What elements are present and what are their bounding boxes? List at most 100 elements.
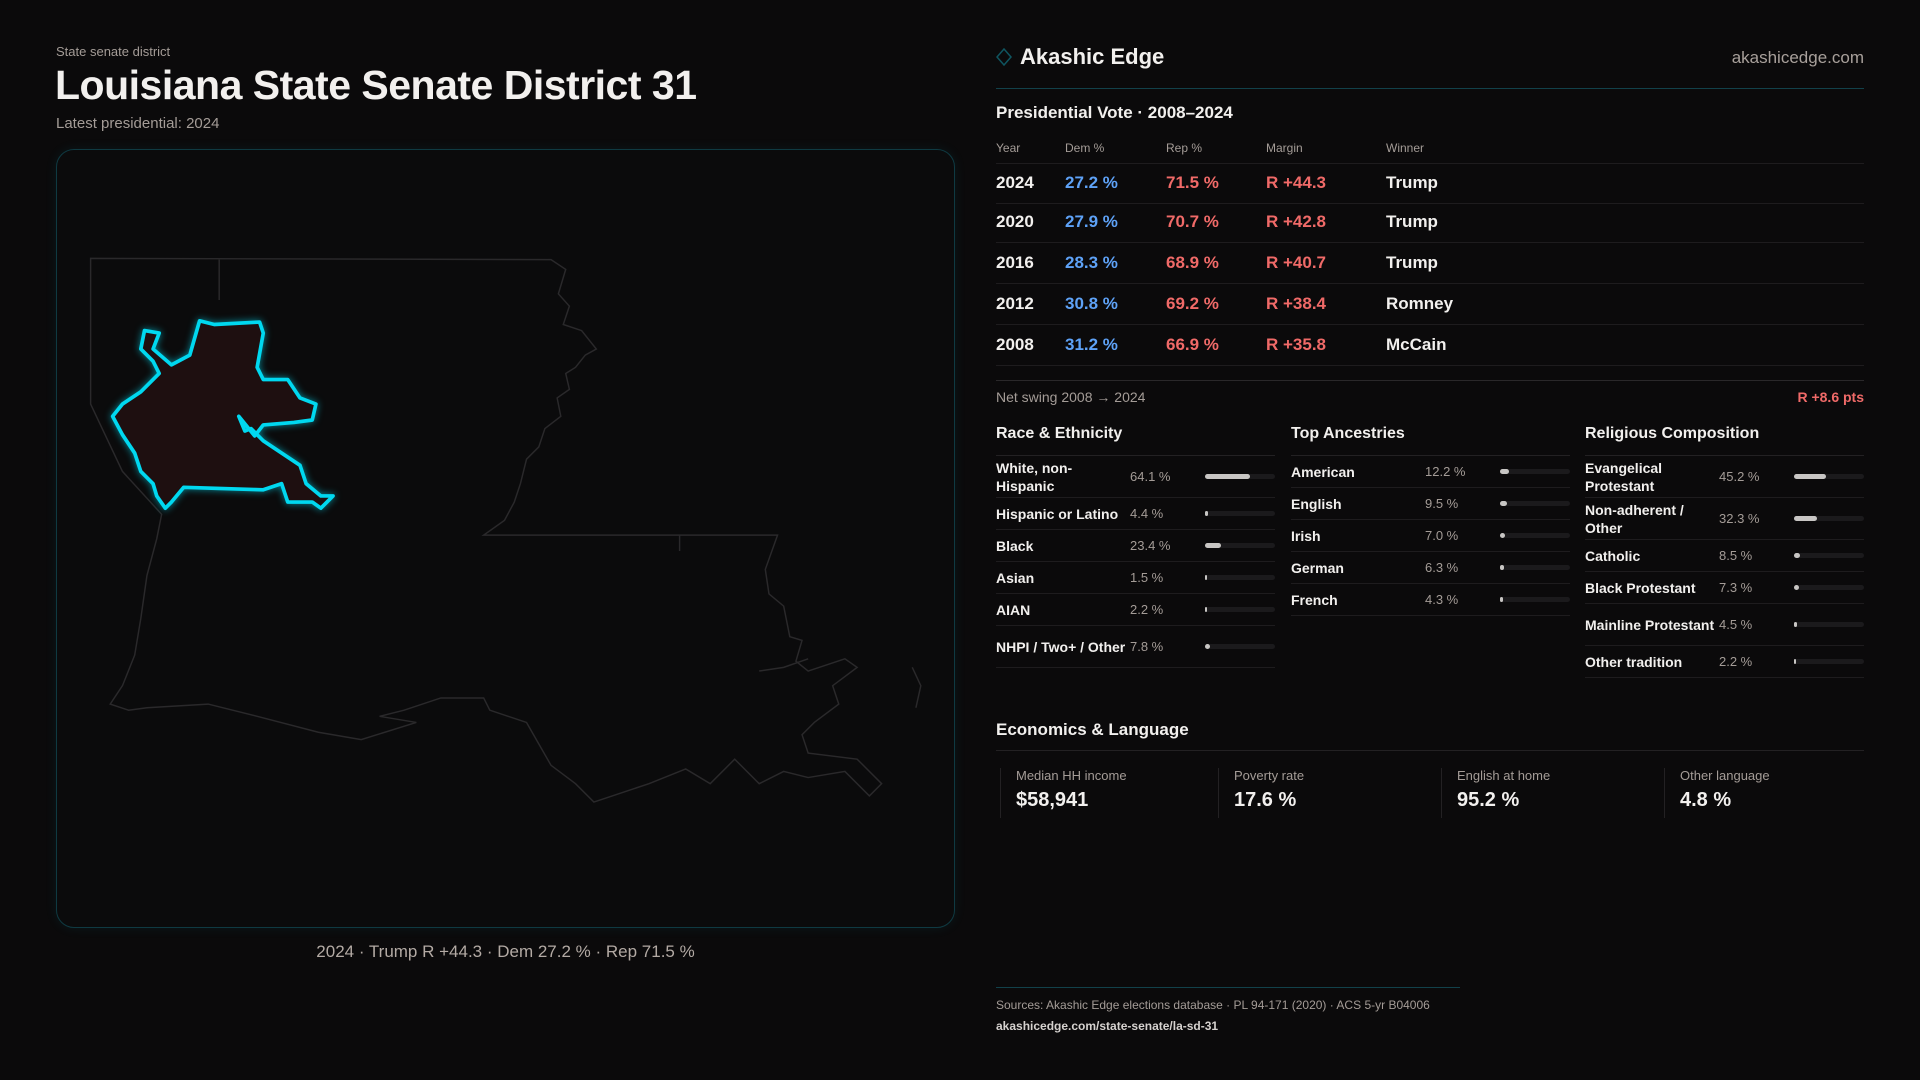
- list-item: English 9.5 %: [1291, 488, 1570, 520]
- cell-year: 2012: [996, 294, 1034, 313]
- progress-fill: [1205, 644, 1211, 649]
- brand[interactable]: Akashic Edge: [996, 44, 1164, 70]
- progress-bar: [1500, 533, 1570, 538]
- list-item: Asian 1.5 %: [996, 562, 1275, 594]
- item-label: English: [1291, 495, 1342, 512]
- item-label: Other tradition: [1585, 653, 1683, 670]
- progress-fill: [1205, 511, 1209, 516]
- item-value: 2.2 %: [1719, 654, 1753, 669]
- progress-bar: [1205, 644, 1275, 649]
- list-item: Hispanic or Latino 4.4 %: [996, 498, 1275, 530]
- progress-bar: [1205, 511, 1275, 516]
- section-title: Religious Composition: [1585, 423, 1864, 456]
- column-header-dem: Dem %: [1065, 140, 1105, 155]
- table-row: 2016 28.3 % 68.9 % R +40.7 Trump: [996, 243, 1864, 284]
- section-race-ethnicity: Race & Ethnicity White, non-Hispanic 64.1 …: [996, 423, 1275, 668]
- brand-name: Akashic Edge: [1020, 44, 1165, 69]
- item-value: 7.3 %: [1719, 580, 1753, 595]
- item-label: Black Protestant: [1585, 579, 1696, 596]
- cell-dem: 31.2 %: [1065, 335, 1118, 354]
- item-label: Evangelical Protestant: [1585, 459, 1663, 494]
- progress-fill: [1500, 565, 1505, 570]
- progress-bar: [1794, 474, 1864, 479]
- progress-bar: [1794, 622, 1864, 627]
- cell-winner: Trump: [1386, 253, 1438, 272]
- progress-fill: [1500, 597, 1503, 602]
- cell-dem: 30.8 %: [1065, 294, 1118, 313]
- stat-value: 95.2 %: [1457, 789, 1520, 811]
- progress-bar: [1500, 501, 1570, 506]
- progress-fill: [1794, 553, 1800, 558]
- cell-margin: R +35.8: [1266, 335, 1327, 354]
- progress-fill: [1500, 469, 1509, 474]
- progress-fill: [1205, 543, 1222, 548]
- item-value: 8.5 %: [1719, 548, 1753, 563]
- divider: [996, 380, 1864, 381]
- stat-card: Other language 4.8 %: [1664, 768, 1886, 818]
- list-item: Irish 7.0 %: [1291, 520, 1570, 552]
- site-link[interactable]: akashicedge.com: [1731, 48, 1864, 67]
- stat-label: Poverty rate: [1234, 768, 1305, 783]
- page-url[interactable]: akashicedge.com/state-senate/la-sd-31: [996, 1019, 1219, 1033]
- list-item: Non-adherent / Other 32.3 %: [1585, 498, 1864, 540]
- cell-rep: 66.9 %: [1166, 335, 1219, 354]
- progress-bar: [1205, 474, 1275, 479]
- page-title: Louisiana State Senate District 31: [55, 62, 697, 108]
- divider: [996, 88, 1864, 89]
- progress-bar: [1794, 659, 1864, 664]
- cell-year: 2024: [996, 173, 1034, 192]
- progress-bar: [1205, 607, 1275, 612]
- item-value: 23.4 %: [1130, 538, 1171, 553]
- list-item: Other tradition 2.2 %: [1585, 646, 1864, 678]
- column-header-year: Year: [996, 140, 1021, 155]
- list-item: NHPI / Two+ / Other 7.8 %: [996, 626, 1275, 668]
- item-value: 6.3 %: [1425, 560, 1459, 575]
- cell-rep: 70.7 %: [1166, 212, 1219, 231]
- item-label: NHPI / Two+ / Other: [996, 638, 1126, 655]
- progress-bar: [1500, 597, 1570, 602]
- progress-fill: [1205, 607, 1207, 612]
- item-value: 7.8 %: [1130, 639, 1164, 654]
- progress-bar: [1794, 553, 1864, 558]
- item-label: AIAN: [996, 601, 1031, 618]
- cell-rep: 69.2 %: [1166, 294, 1219, 313]
- diamond-logo-icon: [996, 48, 1012, 66]
- item-label: American: [1291, 463, 1355, 480]
- progress-fill: [1794, 659, 1796, 664]
- progress-fill: [1794, 585, 1800, 590]
- cell-margin: R +40.7: [1266, 253, 1327, 272]
- page-kicker: State senate district: [56, 44, 171, 59]
- cell-winner: Romney: [1386, 294, 1454, 313]
- item-value: 12.2 %: [1425, 464, 1466, 479]
- section-title: Race & Ethnicity: [996, 423, 1275, 456]
- cell-margin: R +44.3: [1266, 173, 1327, 192]
- sources-note: Sources: Akashic Edge elections database…: [996, 998, 1430, 1012]
- list-item: Evangelical Protestant 45.2 %: [1585, 456, 1864, 498]
- progress-fill: [1500, 533, 1505, 538]
- progress-fill: [1794, 516, 1817, 521]
- divider: [996, 987, 1460, 988]
- progress-bar: [1205, 575, 1275, 580]
- item-value: 45.2 %: [1719, 469, 1760, 484]
- list-item: Catholic 8.5 %: [1585, 540, 1864, 572]
- item-value: 2.2 %: [1130, 602, 1164, 617]
- section-religious-composition: Religious Composition Evangelical Protest…: [1585, 423, 1864, 678]
- item-value: 4.4 %: [1130, 506, 1164, 521]
- divider: [996, 750, 1864, 751]
- column-header-rep: Rep %: [1166, 140, 1203, 155]
- economics-title: Economics & Language: [996, 720, 1189, 739]
- progress-bar: [1794, 516, 1864, 521]
- table-header: Year Dem % Rep % Margin Winner: [996, 132, 1864, 164]
- stat-value: 17.6 %: [1234, 789, 1297, 811]
- net-swing-label: Net swing 2008 → 2024: [996, 389, 1146, 405]
- stat-card: Median HH income $58,941: [1000, 768, 1222, 818]
- presidential-title: Presidential Vote · 2008–2024: [996, 103, 1233, 122]
- progress-fill: [1205, 575, 1207, 580]
- latest-presidential: Latest presidential: 2024: [56, 115, 220, 132]
- cell-winner: Trump: [1386, 173, 1438, 192]
- section-title: Top Ancestries: [1291, 423, 1570, 456]
- cell-dem: 27.2 %: [1065, 173, 1118, 192]
- progress-bar: [1500, 469, 1570, 474]
- cell-dem: 27.9 %: [1065, 212, 1118, 231]
- item-label: Non-adherent / Other: [1585, 501, 1684, 536]
